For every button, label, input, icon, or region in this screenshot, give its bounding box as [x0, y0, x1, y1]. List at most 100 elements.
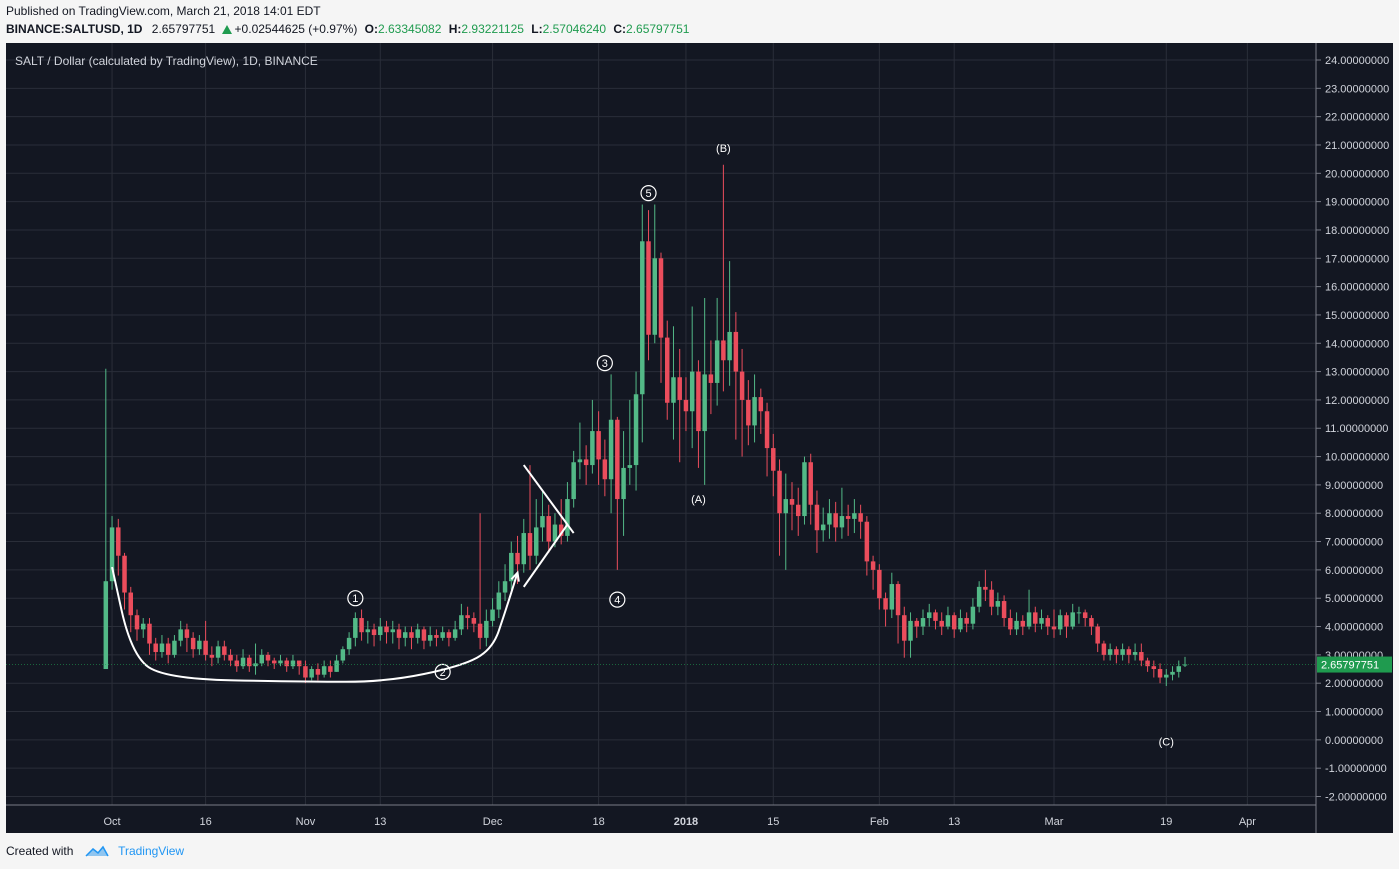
- chart-background: [6, 43, 1393, 833]
- y-tick-label: 7.00000000: [1325, 537, 1383, 549]
- candle-body: [1082, 612, 1088, 619]
- y-tick-label: 22.00000000: [1325, 112, 1389, 124]
- x-tick-label: 13: [948, 816, 960, 828]
- triangle-line: [522, 523, 569, 588]
- y-tick-label: 17.00000000: [1325, 253, 1389, 265]
- candle-body: [434, 635, 439, 638]
- candle-body: [359, 618, 364, 633]
- x-tick-label: 2018: [674, 816, 698, 828]
- candle-body: [203, 640, 208, 655]
- wave-label-circle: [347, 590, 364, 607]
- curve-arrowhead: [510, 570, 520, 582]
- candle-body: [1170, 671, 1175, 675]
- y-tick-label: -2.00000000: [1325, 792, 1387, 804]
- candle-body: [1157, 669, 1163, 678]
- candle-body: [1045, 618, 1051, 627]
- candle-body: [1076, 612, 1082, 614]
- candle-body: [590, 431, 595, 466]
- candle-body: [1139, 652, 1144, 661]
- candle-body: [421, 629, 427, 641]
- candle-body: [820, 524, 826, 531]
- y-tick-label: 5.00000000: [1325, 593, 1383, 605]
- candle-body: [596, 431, 601, 460]
- y-tick-label: 11.00000000: [1325, 423, 1388, 435]
- candle-body: [128, 592, 134, 616]
- candle-body: [640, 241, 645, 395]
- candle-body: [558, 524, 564, 536]
- candle-body: [353, 618, 358, 638]
- x-tick-label: Oct: [103, 816, 120, 828]
- candle-body: [926, 612, 932, 619]
- x-tick-label: 16: [199, 816, 211, 828]
- candle-body: [864, 521, 870, 562]
- candle-body: [240, 657, 246, 667]
- y-tick-label: 18.00000000: [1325, 225, 1389, 237]
- candle-body: [995, 601, 1001, 607]
- wave-label: 3: [602, 358, 608, 370]
- up-arrow-icon: [221, 25, 232, 34]
- candle-body: [396, 629, 402, 638]
- candle-body: [883, 598, 888, 610]
- y-tick-label: 10.00000000: [1325, 452, 1389, 464]
- candle-body: [958, 618, 963, 630]
- candle-body: [1164, 674, 1169, 678]
- candle-body: [802, 462, 807, 517]
- x-tick-label: Apr: [1239, 816, 1256, 828]
- candle-body: [908, 620, 913, 641]
- candle-body: [1107, 649, 1113, 655]
- candle-body: [515, 552, 520, 565]
- candle-body: [496, 592, 502, 610]
- tradingview-link[interactable]: TradingView: [118, 844, 185, 858]
- x-tick-label: 19: [1160, 816, 1172, 828]
- candle-body: [1101, 643, 1107, 655]
- y-tick-label: 15.00000000: [1325, 310, 1389, 322]
- candle-body: [552, 524, 558, 542]
- last-price-label: 2.65797751: [1321, 660, 1379, 672]
- y-tick-label: 6.00000000: [1325, 565, 1383, 577]
- candle-body: [278, 660, 283, 664]
- candle-body: [134, 615, 140, 630]
- candle-body: [234, 660, 240, 667]
- candle-body: [621, 467, 626, 500]
- candle-body: [1014, 620, 1019, 630]
- candle-body: [976, 586, 982, 607]
- candle-body: [633, 394, 639, 466]
- price-chart[interactable]: -2.00000000 -1.00000000 0.00000000 1.000000…: [6, 43, 1393, 833]
- candle-body: [577, 459, 583, 463]
- candle-body: [1008, 618, 1013, 630]
- y-tick-label: 20.00000000: [1325, 168, 1389, 180]
- candle-body: [746, 399, 751, 426]
- candle-body: [1120, 649, 1125, 655]
- candle-body: [845, 516, 851, 519]
- candle-body: [646, 241, 651, 335]
- wave-label: 4: [614, 595, 620, 607]
- candle-body: [328, 666, 333, 672]
- candle-body: [721, 340, 726, 361]
- candle-body: [689, 371, 695, 412]
- candle-body: [290, 660, 296, 667]
- candle-body: [122, 555, 127, 593]
- candle-body: [839, 516, 845, 528]
- candle-body: [465, 615, 470, 619]
- candle-body: [989, 589, 994, 607]
- y-tick-label: 4.00000000: [1325, 622, 1383, 634]
- candle-body: [771, 448, 776, 471]
- y-tick-label: 0.00000000: [1325, 735, 1383, 747]
- candle-body: [739, 371, 745, 400]
- candle-body: [296, 660, 302, 667]
- candle-body: [920, 618, 926, 627]
- high-value: 2.93221125: [461, 22, 524, 36]
- candle-body: [440, 632, 445, 638]
- candle-body: [571, 462, 576, 500]
- candle-body: [159, 643, 165, 653]
- candle-body: [197, 640, 202, 650]
- y-tick-label: 2.00000000: [1325, 678, 1383, 690]
- candle-body: [1089, 618, 1094, 627]
- x-tick-label: Dec: [483, 816, 503, 828]
- candle-body: [1176, 666, 1182, 672]
- candle-body: [147, 623, 152, 644]
- candle-body: [708, 374, 714, 383]
- candle-body: [540, 516, 545, 528]
- candle-body: [870, 561, 876, 570]
- wave-label: 5: [645, 188, 651, 200]
